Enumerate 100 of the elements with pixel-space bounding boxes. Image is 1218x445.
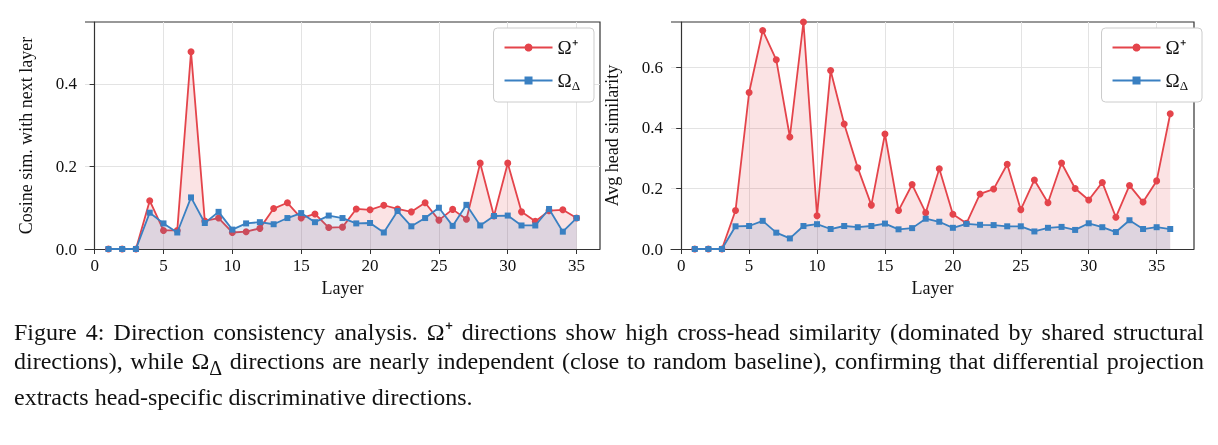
point — [1085, 196, 1093, 204]
point — [922, 215, 929, 222]
point — [1044, 199, 1052, 207]
point — [759, 217, 766, 224]
point — [270, 221, 277, 228]
point — [380, 201, 388, 209]
point — [463, 201, 470, 208]
point — [840, 120, 848, 128]
x-tick-label: 10 — [223, 256, 241, 275]
point — [462, 215, 470, 223]
y-tick-label: 0.2 — [641, 178, 663, 198]
point — [990, 222, 997, 229]
point — [1140, 226, 1147, 233]
point — [867, 201, 875, 209]
point — [504, 159, 512, 167]
point — [977, 221, 984, 228]
point — [881, 220, 888, 227]
point — [746, 223, 753, 229]
point — [936, 218, 943, 225]
point — [935, 165, 943, 173]
point — [732, 207, 740, 215]
point — [380, 229, 387, 236]
point — [1112, 213, 1120, 221]
point — [408, 223, 415, 230]
x-axis-title: Layer — [321, 277, 364, 298]
x-tick-label: 15 — [292, 256, 310, 275]
x-tick-label: 0 — [676, 256, 686, 275]
y-tick-label: 0.0 — [641, 239, 663, 259]
point — [339, 215, 346, 222]
x-tick-label: 35 — [568, 256, 586, 275]
point — [1058, 223, 1065, 230]
point — [532, 222, 539, 229]
point — [476, 159, 484, 167]
point — [908, 181, 916, 189]
point — [270, 205, 278, 213]
point — [909, 225, 916, 232]
point — [1098, 178, 1106, 186]
x-tick-label: 5 — [159, 256, 168, 275]
point — [1004, 223, 1011, 230]
point — [922, 209, 930, 217]
point — [854, 164, 862, 172]
point — [1167, 226, 1174, 233]
y-tick-label: 0.2 — [55, 156, 77, 176]
y-axis-title: Cosine sim. with next layer — [16, 36, 36, 235]
point — [352, 205, 360, 213]
point — [827, 66, 835, 74]
point — [353, 220, 360, 227]
point — [1166, 110, 1174, 118]
point — [559, 206, 567, 214]
point — [256, 224, 264, 232]
point — [339, 223, 346, 231]
point — [160, 220, 167, 227]
point — [759, 26, 767, 34]
y-tick-label: 0.0 — [55, 239, 77, 259]
legend-label: Ω⁺ — [1165, 37, 1186, 58]
x-tick-label: 30 — [499, 256, 517, 275]
x-tick-label: 20 — [944, 256, 962, 275]
point — [435, 216, 443, 224]
point — [773, 229, 780, 236]
x-tick-label: 0 — [90, 256, 99, 275]
point — [518, 222, 525, 229]
point — [242, 228, 250, 236]
point — [146, 209, 153, 216]
point — [477, 222, 484, 229]
point — [827, 226, 834, 233]
point — [215, 214, 223, 222]
point — [283, 199, 291, 207]
point — [518, 208, 526, 216]
x-tick-label: 10 — [808, 256, 826, 275]
x-tick-label: 5 — [744, 256, 754, 275]
point — [1125, 181, 1133, 189]
x-tick-label: 15 — [876, 256, 894, 275]
point — [188, 194, 195, 201]
y-tick-label: 0.4 — [55, 74, 78, 94]
point — [732, 223, 739, 230]
point — [421, 199, 429, 207]
point — [1153, 224, 1160, 231]
point — [504, 212, 511, 219]
point — [311, 219, 318, 226]
x-axis-title: Layer — [911, 277, 954, 298]
point — [814, 221, 821, 228]
point — [146, 197, 154, 205]
point — [367, 220, 374, 226]
point — [799, 18, 807, 26]
y-tick-label: 0.6 — [641, 57, 663, 77]
point — [1030, 176, 1038, 184]
point — [407, 208, 415, 216]
y-tick-label: 0.4 — [641, 118, 664, 138]
point — [1003, 160, 1011, 168]
point — [841, 223, 848, 229]
point — [1031, 228, 1038, 235]
point — [215, 208, 222, 215]
point — [325, 224, 333, 232]
point — [1099, 224, 1106, 231]
point — [895, 226, 902, 233]
point — [813, 212, 821, 220]
point — [895, 207, 903, 215]
point — [1044, 224, 1051, 231]
point — [949, 210, 957, 218]
point — [1126, 217, 1133, 224]
